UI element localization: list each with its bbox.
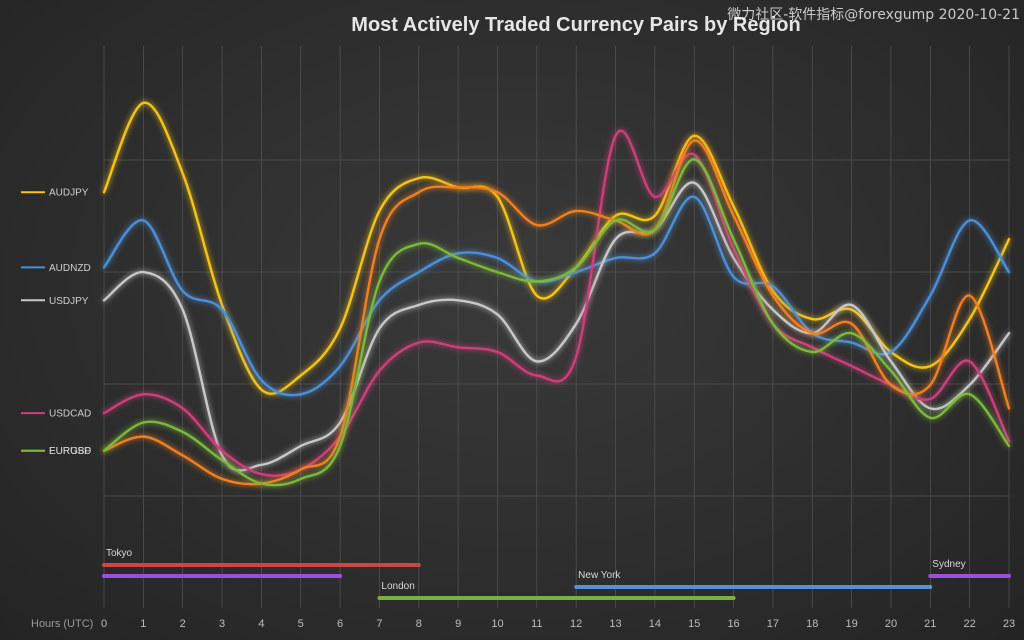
session-label-sydney: Sydney bbox=[932, 559, 965, 570]
x-tick-label: 4 bbox=[258, 618, 264, 630]
x-tick-label: 18 bbox=[806, 618, 818, 630]
x-tick-label: 20 bbox=[885, 618, 897, 630]
series-line-eurgbp bbox=[102, 139, 1011, 486]
x-axis-label: Hours (UTC) bbox=[31, 618, 93, 630]
session-label-new-york: New York bbox=[578, 570, 621, 581]
legend-label-usdjpy: USDJPY bbox=[49, 296, 89, 307]
session-label-tokyo: Tokyo bbox=[106, 548, 133, 559]
trading-sessions: Tokyo London New York Sydney bbox=[102, 548, 1011, 600]
x-tick-label: 10 bbox=[491, 618, 503, 630]
x-tick-label: 13 bbox=[609, 618, 621, 630]
series-line-usdjpy bbox=[102, 181, 1011, 472]
x-tick-label: 17 bbox=[767, 618, 779, 630]
x-tick-label: 8 bbox=[416, 618, 422, 630]
x-tick-label: 1 bbox=[140, 618, 146, 630]
x-axis-ticks: 0 1 2 3 4 5 6 7 8 9 10 11 12 13 14 15 16 17 18 19 20 21 22 23 bbox=[101, 618, 1015, 630]
series-line-audjpy bbox=[102, 101, 1011, 395]
watermark-text: 微力社区-软件指标@forexgump 2020-10-21 bbox=[727, 7, 1020, 23]
x-tick-label: 15 bbox=[688, 618, 700, 630]
series-line-audnzd bbox=[102, 195, 1011, 397]
legend-label-eurgbp: EURGBP bbox=[49, 446, 92, 457]
x-tick-label: 23 bbox=[1003, 618, 1015, 630]
legend-label-usdcad: USDCAD bbox=[49, 409, 91, 420]
x-tick-label: 2 bbox=[180, 618, 186, 630]
x-tick-label: 9 bbox=[455, 618, 461, 630]
x-tick-label: 14 bbox=[649, 618, 661, 630]
x-tick-label: 5 bbox=[298, 618, 304, 630]
session-label-london: London bbox=[381, 581, 414, 592]
legend-label-eurusd: EURUSD bbox=[49, 446, 91, 457]
x-tick-label: 12 bbox=[570, 618, 582, 630]
x-tick-label: 11 bbox=[531, 618, 542, 630]
gridlines bbox=[103, 46, 1010, 608]
x-tick-label: 21 bbox=[924, 618, 936, 630]
series-line-eurusd bbox=[102, 158, 1011, 487]
x-tick-label: 0 bbox=[101, 618, 107, 630]
legend-label-audjpy: AUDJPY bbox=[49, 188, 89, 199]
x-tick-label: 22 bbox=[964, 618, 976, 630]
x-tick-label: 16 bbox=[727, 618, 739, 630]
series-lines bbox=[102, 101, 1011, 487]
x-tick-label: 3 bbox=[219, 618, 225, 630]
x-tick-label: 19 bbox=[845, 618, 857, 630]
series-line-usdcad bbox=[102, 129, 1011, 477]
chart-title: Most Actively Traded Currency Pairs by R… bbox=[351, 14, 800, 36]
x-tick-label: 6 bbox=[337, 618, 343, 630]
legend-label-audnzd: AUDNZD bbox=[49, 263, 91, 274]
x-tick-label: 7 bbox=[376, 618, 382, 630]
